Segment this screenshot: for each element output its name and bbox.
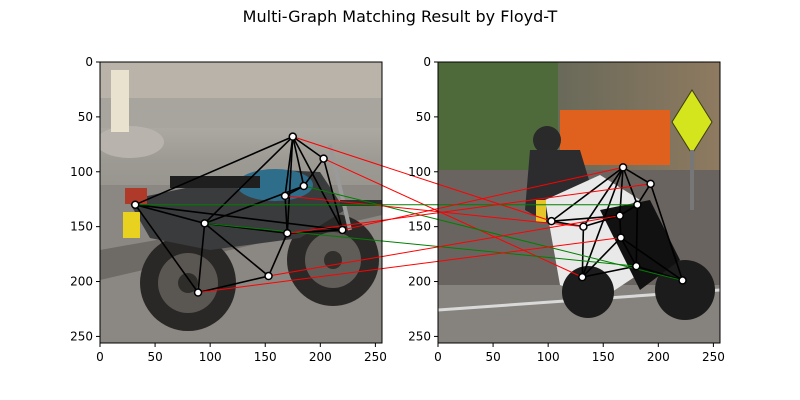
left-y-tick-label: 150 <box>70 220 93 234</box>
right-graph-edge <box>622 167 639 205</box>
wrong-match-line <box>323 158 583 278</box>
left-graph-edge <box>204 136 294 224</box>
right-keypoint <box>646 179 655 189</box>
graph-layer <box>134 135 684 294</box>
left-keypoint <box>283 228 292 238</box>
right-graph-edge <box>551 214 620 222</box>
right-x-tick-label: 200 <box>647 350 670 364</box>
right-graph-edge <box>620 236 684 282</box>
left-y-tick-label: 250 <box>70 329 93 343</box>
right-graph-edge <box>583 214 620 228</box>
left-graph-edge <box>204 222 270 277</box>
left-graph-edge <box>303 158 325 187</box>
right-graph-edge <box>581 237 622 278</box>
right-graph-edge <box>582 166 624 228</box>
right-axes-frame <box>437 61 721 344</box>
right-keypoint <box>633 200 642 209</box>
right-graph-edge <box>620 237 637 267</box>
right-y-tick-label: 250 <box>408 329 431 343</box>
right-y-tick-label: 0 <box>423 55 431 69</box>
left-y-tick-label: 200 <box>70 275 93 289</box>
left-x-tick-label: 0 <box>96 350 104 364</box>
left-graph-edge <box>267 232 288 277</box>
left-x-tick-label: 200 <box>309 350 332 364</box>
right-graph-edge <box>618 167 624 216</box>
right-graph-edge <box>622 166 652 185</box>
left-keypoint <box>280 191 290 201</box>
right-keypoint <box>578 272 587 282</box>
right-keypoint <box>579 222 588 231</box>
wrong-match-line <box>287 183 651 234</box>
right-graph-edge <box>649 183 684 281</box>
right-y-tick-label: 100 <box>408 165 431 179</box>
right-y-tick-label: 150 <box>408 220 431 234</box>
right-y-tick-label: 200 <box>408 275 431 289</box>
left-keypoint <box>338 225 347 235</box>
left-x-tick-label: 50 <box>147 350 162 364</box>
wrong-match-line <box>268 215 620 277</box>
right-x-tick-label: 150 <box>592 350 615 364</box>
right-keypoint <box>615 211 625 220</box>
left-graph-edge <box>292 135 325 160</box>
right-graph-edge <box>581 167 624 278</box>
left-y-tick-label: 100 <box>70 165 93 179</box>
wrong-match-line <box>342 166 624 231</box>
match-layer <box>135 136 683 294</box>
right-graph-edge <box>582 265 637 278</box>
left-graph-edge <box>322 158 344 231</box>
left-keypoint <box>200 219 209 228</box>
left-keypoint <box>131 200 140 209</box>
right-graph-edge <box>581 226 585 278</box>
node-layer <box>131 132 687 297</box>
left-graph-edge <box>134 135 294 206</box>
left-keypoint <box>264 271 273 281</box>
figure-title: Multi-Graph Matching Result by Floyd-T <box>243 7 558 26</box>
left-y-tick-label: 50 <box>78 110 93 124</box>
left-keypoint <box>288 132 298 141</box>
left-graph-edge <box>135 203 205 225</box>
left-keypoint <box>319 154 328 163</box>
correct-match-line <box>204 222 637 267</box>
left-keypoint <box>299 181 309 191</box>
left-axes-frame <box>99 61 383 344</box>
left-x-tick-label: 150 <box>254 350 277 364</box>
right-graph-edge <box>550 166 624 222</box>
right-keypoint <box>632 261 641 271</box>
left-graph-edge <box>284 195 289 234</box>
left-graph-edge <box>292 136 344 231</box>
left-graph-edge <box>197 223 206 293</box>
left-graph-edge <box>134 204 199 293</box>
left-x-tick-label: 250 <box>364 350 387 364</box>
wrong-match-line <box>292 136 552 222</box>
right-keypoint <box>616 233 626 242</box>
right-x-tick-label: 250 <box>702 350 725 364</box>
left-photo <box>100 62 382 343</box>
right-x-tick-label: 50 <box>485 350 500 364</box>
right-keypoint <box>618 163 628 172</box>
right-x-tick-label: 100 <box>537 350 560 364</box>
left-graph-edge <box>291 136 305 187</box>
right-x-tick-label: 0 <box>434 350 442 364</box>
right-keypoint <box>547 216 556 226</box>
left-x-tick-label: 100 <box>199 350 222 364</box>
right-photo <box>438 62 720 343</box>
right-y-tick-label: 50 <box>416 110 431 124</box>
left-keypoint <box>193 288 203 297</box>
left-y-tick-label: 0 <box>85 55 93 69</box>
wrong-match-line <box>285 195 584 228</box>
wrong-match-line <box>197 237 621 294</box>
right-graph-edge <box>635 204 639 267</box>
left-graph-edge <box>286 136 294 234</box>
left-graph-edge <box>197 275 269 294</box>
left-graph-edge <box>135 203 343 231</box>
right-keypoint <box>678 276 687 285</box>
